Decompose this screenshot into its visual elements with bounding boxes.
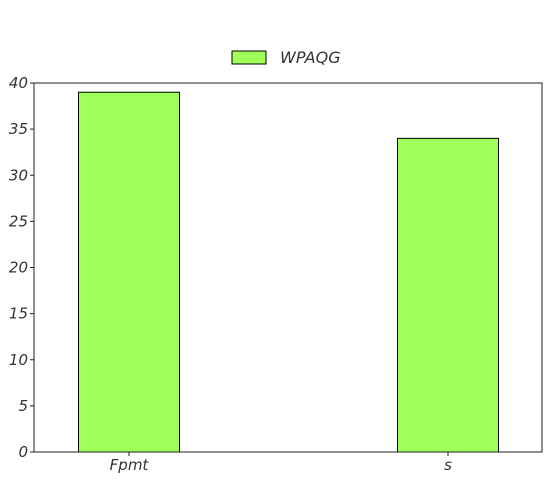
y-tick-label: 5: [18, 397, 28, 415]
y-tick-label: 25: [9, 212, 28, 230]
x-tick-label: s: [444, 456, 452, 474]
bar-s: [397, 137, 499, 453]
legend: WPAQG: [231, 48, 341, 67]
y-tick-label: 15: [9, 305, 28, 323]
x-axis: Fpmt s: [110, 452, 452, 474]
legend-label-wpaqg: WPAQG: [280, 48, 341, 67]
y-tick-label: 35: [9, 120, 28, 138]
y-tick-label: 40: [9, 74, 28, 92]
y-tick-label: 0: [18, 443, 28, 461]
y-tick-label: 30: [9, 166, 28, 184]
y-tick-label: 20: [9, 259, 28, 277]
plot-area-frame: [33, 82, 543, 453]
y-axis: 0 5 10 15 20 25 30 35 40: [9, 74, 34, 461]
legend-swatch: [231, 50, 267, 65]
bars-group: [78, 91, 499, 453]
y-tick-label: 10: [9, 351, 28, 369]
bar-fpmt: [78, 91, 180, 453]
x-tick-label: Fpmt: [110, 456, 150, 474]
